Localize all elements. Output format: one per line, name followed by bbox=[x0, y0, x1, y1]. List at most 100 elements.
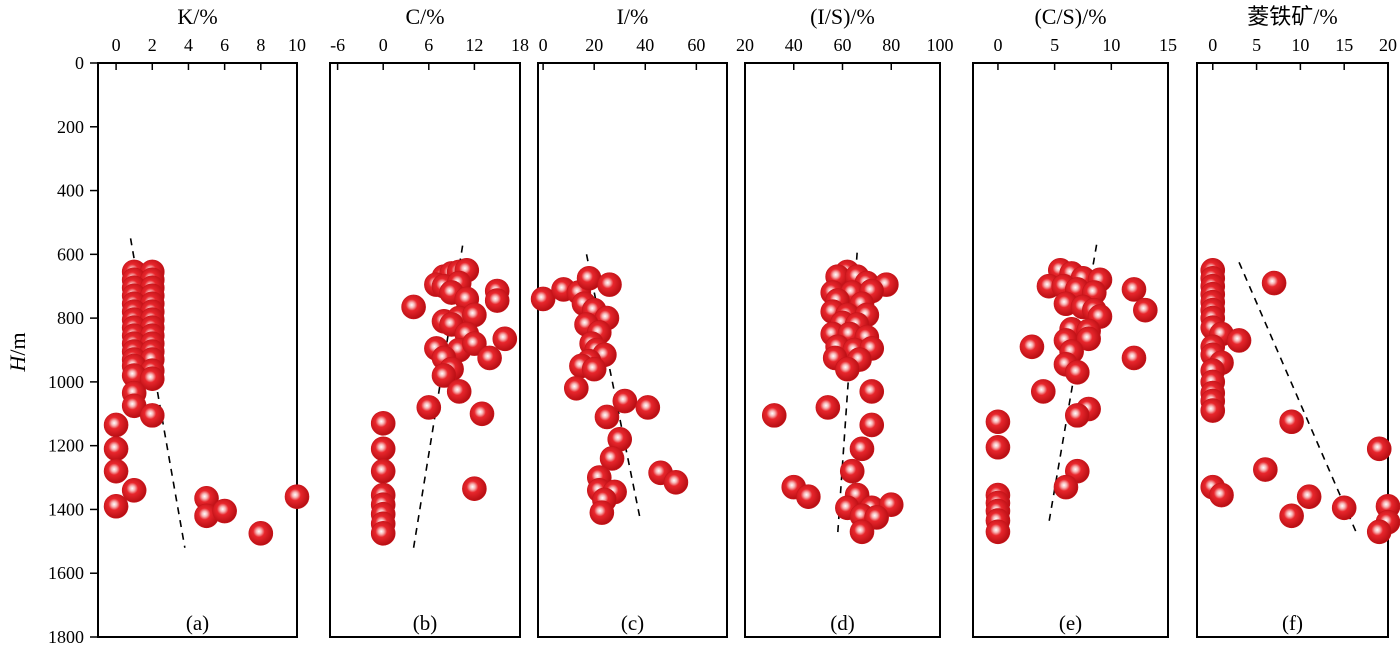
data-point-f-19 bbox=[1279, 409, 1304, 435]
x-tick-label-c-40: 40 bbox=[636, 35, 654, 55]
panel-title-b: C/% bbox=[405, 4, 444, 29]
data-point-b-20 bbox=[462, 331, 487, 356]
data-point-f-21 bbox=[1253, 457, 1278, 482]
data-point-e-27 bbox=[985, 434, 1011, 460]
x-tick-label-b-18: 18 bbox=[511, 35, 529, 55]
panel-b: C/% -6 0 6 12 18 (b) bbox=[329, 4, 529, 638]
y-tick-label-1600: 1600 bbox=[48, 563, 84, 583]
data-point-b-9 bbox=[401, 294, 426, 320]
data-point-f-20 bbox=[1366, 436, 1392, 462]
panel-frame-f bbox=[1196, 62, 1389, 638]
x-tick-label-b-6: 6 bbox=[424, 35, 433, 55]
data-point-c-0 bbox=[530, 286, 556, 312]
data-point-e-23 bbox=[1030, 379, 1056, 404]
data-point-e-12 bbox=[1133, 297, 1158, 323]
data-point-e-18 bbox=[1019, 334, 1045, 360]
x-tick-label-d-60: 60 bbox=[834, 35, 852, 55]
data-point-f-24 bbox=[1296, 484, 1322, 509]
data-point-b-22 bbox=[477, 345, 502, 371]
data-point-d-27 bbox=[859, 412, 885, 438]
data-point-c-17 bbox=[612, 388, 638, 414]
data-point-a-32 bbox=[103, 436, 129, 462]
trend-line-d bbox=[836, 252, 858, 536]
data-point-b-31 bbox=[462, 476, 487, 502]
panel-tag-d: (d) bbox=[830, 611, 855, 635]
data-point-b-17 bbox=[492, 326, 518, 352]
data-point-c-19 bbox=[594, 404, 620, 430]
panel-frame-e bbox=[972, 62, 1169, 638]
x-tick-label-b-0: 0 bbox=[379, 35, 388, 55]
y-axis-label: H/m bbox=[5, 332, 30, 372]
data-point-f-23 bbox=[1209, 482, 1234, 508]
y-tick-label-1200: 1200 bbox=[48, 436, 84, 456]
data-point-c-21 bbox=[599, 446, 625, 471]
data-point-b-29 bbox=[370, 436, 396, 462]
x-tick-label-a-0: 0 bbox=[112, 35, 121, 55]
data-point-b-8 bbox=[484, 288, 510, 313]
data-point-c-18 bbox=[635, 395, 661, 420]
y-tick-label-200: 200 bbox=[57, 117, 84, 137]
data-point-d-23 bbox=[835, 356, 860, 382]
data-point-f-25 bbox=[1331, 495, 1357, 521]
data-point-d-38 bbox=[849, 519, 875, 545]
data-point-b-30 bbox=[370, 458, 396, 484]
data-point-a-27 bbox=[139, 366, 165, 392]
data-point-a-35 bbox=[103, 493, 129, 519]
x-tick-label-f-10: 10 bbox=[1291, 35, 1309, 55]
data-point-b-24 bbox=[431, 363, 457, 388]
x-tick-label-a-10: 10 bbox=[288, 35, 306, 55]
data-point-f-27 bbox=[1279, 503, 1304, 529]
x-tick-label-a-4: 4 bbox=[184, 35, 193, 55]
x-tick-label-d-40: 40 bbox=[785, 35, 803, 55]
data-point-e-17 bbox=[1076, 326, 1101, 352]
data-point-a-34 bbox=[121, 478, 147, 503]
data-point-d-24 bbox=[859, 379, 885, 404]
x-tick-label-f-5: 5 bbox=[1252, 35, 1261, 55]
data-point-e-29 bbox=[1053, 474, 1079, 500]
data-point-f-29 bbox=[1366, 519, 1392, 545]
panel-title-c: I/% bbox=[617, 4, 649, 29]
x-tick-label-c-60: 60 bbox=[687, 35, 705, 55]
panel-e: (C/S)/% 0 5 10 15 (e) bbox=[972, 4, 1177, 638]
data-point-b-25 bbox=[446, 379, 472, 404]
data-point-c-15 bbox=[581, 356, 607, 382]
panel-tag-e: (e) bbox=[1059, 611, 1082, 635]
panel-frame-a bbox=[97, 62, 298, 638]
data-point-a-39 bbox=[248, 521, 274, 546]
data-point-b-36 bbox=[370, 521, 396, 546]
panel-title-a: K/% bbox=[177, 4, 217, 29]
y-axis-label-symbol: H bbox=[5, 355, 30, 373]
panel-frame-b bbox=[329, 62, 521, 638]
data-point-e-8 bbox=[1121, 277, 1147, 302]
panel-d: (I/S)/% 20 40 60 80 100 (d) bbox=[736, 4, 954, 638]
data-point-d-26 bbox=[815, 395, 841, 420]
panel-tag-c: (c) bbox=[621, 611, 644, 635]
data-point-f-10 bbox=[1226, 328, 1252, 353]
data-point-e-20 bbox=[1121, 345, 1147, 371]
data-point-e-22 bbox=[1065, 360, 1090, 385]
data-point-d-31 bbox=[796, 484, 821, 509]
trend-line-f bbox=[1238, 261, 1359, 536]
data-point-a-33 bbox=[103, 458, 129, 484]
y-axis: 0 200 400 600 800 1000 1200 1400 1600 1800 H/m bbox=[5, 53, 98, 647]
data-point-a-40 bbox=[284, 484, 310, 509]
data-point-d-25 bbox=[761, 403, 787, 428]
data-point-d-28 bbox=[849, 436, 875, 462]
x-tick-label-a-2: 2 bbox=[148, 35, 157, 55]
panel-f: 菱铁矿/% 0 5 10 15 20 (f) bbox=[1196, 4, 1400, 638]
data-point-e-34 bbox=[985, 519, 1011, 545]
data-point-c-24 bbox=[663, 470, 689, 495]
x-tick-label-d-80: 80 bbox=[882, 35, 900, 55]
trend-line-e bbox=[1048, 244, 1098, 523]
x-tick-label-a-6: 6 bbox=[220, 35, 229, 55]
y-axis-label-unit: /m bbox=[5, 332, 30, 355]
x-tick-label-b-12: 12 bbox=[465, 35, 483, 55]
panel-c: I/% 0 20 40 60 (c) bbox=[530, 4, 728, 638]
y-tick-label-600: 600 bbox=[57, 244, 84, 264]
panel-frame-c bbox=[537, 62, 728, 638]
data-point-e-25 bbox=[1065, 403, 1090, 428]
panel-title-f: 菱铁矿/% bbox=[1247, 4, 1337, 29]
x-tick-label-e-5: 5 bbox=[1050, 35, 1059, 55]
panel-tag-f: (f) bbox=[1282, 611, 1303, 635]
